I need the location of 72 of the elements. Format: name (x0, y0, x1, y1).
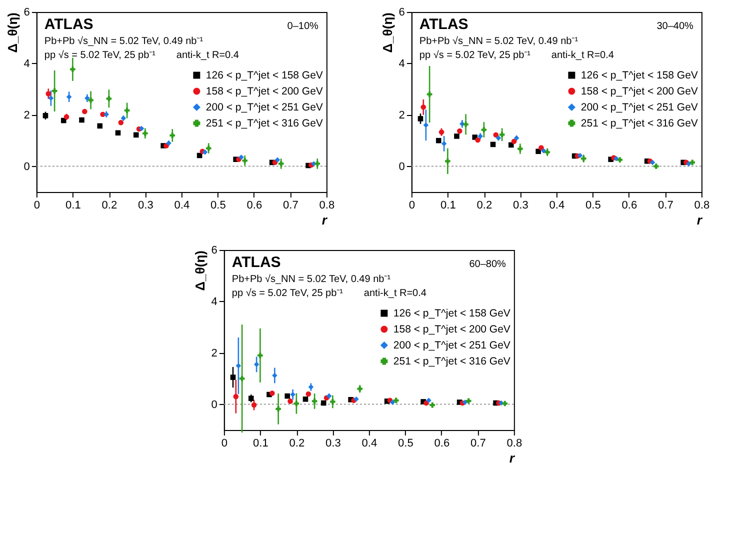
annotation: ATLAS (232, 254, 281, 271)
y-tick-label: 0 (398, 160, 405, 173)
legend-label: 158 < p_T^jet < 200 GeV (393, 323, 510, 336)
annotation: 60–80% (469, 259, 506, 270)
x-tick-label: 0.2 (476, 200, 492, 212)
annotation: pp √s = 5.02 TeV, 25 pb⁻¹ (232, 288, 344, 299)
legend-label: 158 < p_T^jet < 200 GeV (206, 85, 323, 98)
legend-label: 251 < p_T^jet < 316 GeV (580, 117, 698, 130)
y-tick-label: 0 (24, 160, 30, 173)
annotation: ATLAS (419, 16, 468, 33)
y-tick-label: 2 (398, 109, 405, 122)
y-tick-label: 6 (211, 244, 218, 256)
x-tick-label: 0.7 (658, 200, 674, 212)
legend-label: 200 < p_T^jet < 251 GeV (580, 101, 698, 114)
x-tick-label: 0.2 (102, 200, 118, 212)
legend-label: 200 < p_T^jet < 251 GeV (206, 101, 323, 114)
y-axis-title: Δ_θ(η) (4, 12, 20, 53)
x-tick-label: 0.6 (246, 200, 262, 212)
annotation: Pb+Pb √s_NN = 5.02 TeV, 0.49 nb⁻¹ (232, 274, 392, 285)
x-axis-title: r (322, 212, 328, 228)
annotation: ATLAS (44, 16, 94, 33)
x-tick-label: 0.4 (362, 438, 378, 450)
x-tick-label: 0.3 (513, 200, 528, 212)
x-tick-label: 0.1 (440, 200, 456, 212)
x-tick-label: 0.7 (283, 200, 298, 212)
x-tick-label: 0.3 (138, 200, 154, 212)
annotation: anti-k_t R=0.4 (551, 50, 614, 61)
legend-label: 126 < p_T^jet < 158 GeV (580, 69, 698, 82)
x-tick-label: 0.8 (319, 200, 335, 212)
legend-label: 200 < p_T^jet < 251 GeV (393, 339, 510, 352)
y-tick-label: 2 (211, 347, 218, 360)
x-tick-label: 0 (221, 438, 228, 450)
annotation: anti-k_t R=0.4 (176, 50, 240, 61)
y-tick-label: 4 (24, 58, 30, 70)
annotation: 0–10% (287, 21, 319, 32)
x-tick-label: 0.8 (506, 438, 522, 450)
x-tick-label: 0 (408, 200, 415, 212)
x-tick-label: 0.3 (326, 438, 341, 450)
legend-label: 126 < p_T^jet < 158 GeV (393, 307, 510, 320)
legend-label: 251 < p_T^jet < 316 GeV (206, 117, 323, 130)
y-axis-title: Δ_θ(η) (380, 12, 395, 53)
x-axis-title: r (509, 450, 516, 466)
y-tick-label: 4 (398, 58, 405, 70)
x-tick-label: 0.4 (174, 200, 190, 212)
annotation: pp √s = 5.02 TeV, 25 pb⁻¹ (44, 50, 156, 61)
legend-label: 126 < p_T^jet < 158 GeV (206, 69, 323, 82)
x-tick-label: 0.5 (210, 200, 226, 212)
x-tick-label: 0.8 (694, 200, 710, 212)
x-tick-label: 0.7 (470, 438, 486, 450)
annotation: 30–40% (656, 21, 694, 32)
annotation: Pb+Pb √s_NN = 5.02 TeV, 0.49 nb⁻¹ (44, 36, 204, 47)
x-axis-title: r (696, 212, 703, 228)
x-tick-label: 0 (34, 200, 40, 212)
legend-label: 158 < p_T^jet < 200 GeV (580, 85, 698, 98)
x-tick-label: 0.6 (434, 438, 450, 450)
y-tick-label: 6 (24, 6, 30, 18)
x-tick-label: 0.6 (622, 200, 638, 212)
y-tick-label: 4 (211, 296, 218, 308)
y-tick-label: 2 (24, 109, 30, 122)
annotation: pp √s = 5.02 TeV, 25 pb⁻¹ (419, 50, 532, 61)
x-tick-label: 0.5 (398, 438, 414, 450)
y-tick-label: 6 (398, 6, 405, 18)
x-tick-label: 0.1 (66, 200, 81, 212)
y-axis-title: Δ_θ(η) (192, 250, 208, 291)
y-tick-label: 0 (211, 398, 218, 411)
x-tick-label: 0.5 (586, 200, 601, 212)
annotation: Pb+Pb √s_NN = 5.02 TeV, 0.49 nb⁻¹ (419, 36, 579, 47)
x-tick-label: 0.1 (253, 438, 268, 450)
legend-label: 251 < p_T^jet < 316 GeV (393, 355, 510, 368)
annotation: anti-k_t R=0.4 (364, 288, 427, 299)
x-tick-label: 0.4 (549, 200, 565, 212)
x-tick-label: 0.2 (289, 438, 305, 450)
